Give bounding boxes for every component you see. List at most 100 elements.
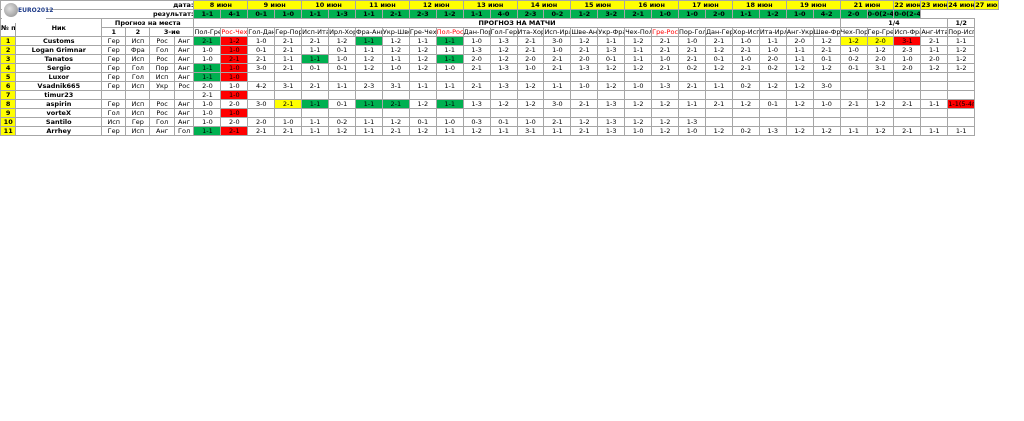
score-prediction[interactable]: 1-1 [301,54,330,64]
score-prediction[interactable]: 1-2 [408,126,437,136]
score-prediction[interactable] [489,108,518,118]
score-prediction[interactable]: 2-1 [570,126,599,136]
score-prediction[interactable] [812,108,841,118]
score-prediction[interactable]: 1-0 [193,99,222,109]
score-prediction[interactable]: 2-1 [543,54,572,64]
score-prediction[interactable] [489,72,518,82]
score-prediction[interactable]: 2-1 [462,63,491,73]
score-prediction[interactable] [785,72,814,82]
score-prediction[interactable] [543,72,572,82]
score-prediction[interactable]: 2-0 [247,117,276,127]
score-prediction[interactable]: 1-0 [570,81,599,91]
score-prediction[interactable]: 2-1 [731,63,760,73]
score-prediction[interactable]: 1-1 [354,126,383,136]
score-prediction[interactable]: 1-3 [489,81,518,91]
score-prediction[interactable]: 1-2 [597,63,626,73]
score-prediction[interactable] [516,72,545,82]
score-prediction[interactable]: 1-2 [947,54,976,64]
score-prediction[interactable] [301,90,330,100]
score-prediction[interactable]: 1-2 [785,126,814,136]
score-prediction[interactable]: 1-2 [812,63,841,73]
score-prediction[interactable] [947,72,976,82]
score-prediction[interactable]: 1-1 [193,63,222,73]
score-prediction[interactable]: 2-0 [758,54,787,64]
player-nick[interactable]: aspirin [15,99,103,109]
score-prediction[interactable] [597,90,626,100]
score-prediction[interactable]: 1-0 [624,126,653,136]
score-prediction[interactable]: 2-1 [839,99,868,109]
score-prediction[interactable]: 1-0 [220,72,249,82]
score-prediction[interactable]: 1-1 [408,81,437,91]
score-prediction[interactable]: 1-1 [947,36,976,46]
score-prediction[interactable]: 2-1 [678,81,706,91]
score-prediction[interactable]: 2-1 [274,36,303,46]
score-prediction[interactable]: 2-1 [274,63,303,73]
score-prediction[interactable]: 1-1 [624,45,653,55]
score-prediction[interactable]: 1-2 [381,117,410,127]
score-prediction[interactable] [328,108,356,118]
score-prediction[interactable]: 3-0 [812,81,841,91]
score-prediction[interactable] [489,90,518,100]
score-prediction[interactable]: 0-1 [812,54,841,64]
score-prediction[interactable] [866,108,895,118]
score-prediction[interactable]: 2-1 [678,45,706,55]
score-prediction[interactable] [731,90,760,100]
score-prediction[interactable]: 1-3 [570,63,599,73]
score-prediction[interactable]: 1-0 [220,90,249,100]
score-prediction[interactable] [247,72,276,82]
score-prediction[interactable]: 1-2 [812,126,841,136]
player-nick[interactable]: timur23 [15,90,103,100]
score-prediction[interactable]: 2-3 [354,81,383,91]
score-prediction[interactable]: 2-1 [516,45,545,55]
score-prediction[interactable]: 1-3 [758,126,787,136]
score-prediction[interactable]: 1-2 [947,63,976,73]
score-prediction[interactable]: 1-2 [839,36,868,46]
score-prediction[interactable]: 2-1 [462,81,491,91]
score-prediction[interactable]: 1-0 [678,36,706,46]
score-prediction[interactable]: 1-3 [489,63,518,73]
score-prediction[interactable] [462,108,491,118]
score-prediction[interactable]: 1-2 [704,45,733,55]
score-prediction[interactable]: 2-1 [920,36,949,46]
score-prediction[interactable]: 1-1 [435,81,464,91]
score-prediction[interactable]: 1-2 [624,117,653,127]
score-prediction[interactable]: 1-1 [839,126,868,136]
score-prediction[interactable]: 1-1 [193,126,222,136]
score-prediction[interactable]: 1-0 [220,63,249,73]
score-prediction[interactable] [570,72,599,82]
score-prediction[interactable]: 1-1 [301,126,330,136]
score-prediction[interactable] [893,81,922,91]
score-prediction[interactable]: 2-0 [866,54,895,64]
score-prediction[interactable]: 1-0 [381,63,410,73]
score-prediction[interactable]: 4-2 [247,81,276,91]
score-prediction[interactable]: 2-1 [704,36,733,46]
score-prediction[interactable]: 1-2 [947,45,976,55]
player-nick[interactable]: Sergio [15,63,103,73]
score-prediction[interactable]: 1-2 [731,99,760,109]
score-prediction[interactable] [328,90,356,100]
score-prediction[interactable]: 0-1 [489,117,518,127]
score-prediction[interactable] [920,117,949,127]
score-prediction[interactable]: 1-0 [893,54,922,64]
score-prediction[interactable] [758,108,787,118]
player-nick[interactable]: Santilo [15,117,103,127]
score-prediction[interactable]: 1-0 [274,117,303,127]
score-prediction[interactable]: 0-2 [839,54,868,64]
score-prediction[interactable]: 2-0 [785,36,814,46]
score-prediction[interactable]: 1-2 [920,63,949,73]
score-prediction[interactable]: 2-1 [812,45,841,55]
score-prediction[interactable] [785,117,814,127]
score-prediction[interactable] [301,108,330,118]
score-prediction[interactable]: 2-1 [651,36,680,46]
score-prediction[interactable]: 1-1 [920,99,949,109]
score-prediction[interactable]: 1-1 [328,81,356,91]
score-prediction[interactable]: 1-2 [758,81,787,91]
score-prediction[interactable]: 1-2 [785,63,814,73]
score-prediction[interactable]: 1-1 [543,81,572,91]
score-prediction[interactable] [866,72,895,82]
score-prediction[interactable] [381,90,410,100]
score-prediction[interactable] [301,72,330,82]
player-nick[interactable]: Luxor [15,72,103,82]
score-prediction[interactable]: 1-2 [489,45,518,55]
score-prediction[interactable]: 1-3 [462,45,491,55]
